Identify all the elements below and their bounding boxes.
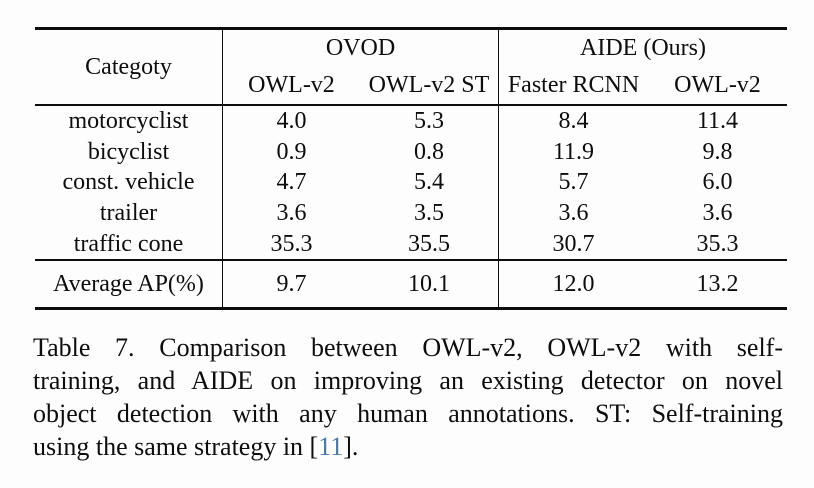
value-cell: 4.7 — [222, 167, 360, 198]
group-header-ovod: OVOD — [222, 30, 498, 66]
value-cell: 0.8 — [414, 138, 444, 165]
table-header: Categoty OVOD AIDE (Ours) OWL-v2 OWL-v2 … — [35, 30, 787, 106]
col-header-owl-v2: OWL-v2 — [222, 66, 360, 104]
value-cell: 12.0 — [498, 260, 648, 307]
col-header-faster-rcnn: Faster RCNN — [498, 66, 648, 104]
value-cell: 10.1 — [408, 270, 450, 297]
value-cell: 8.4 — [498, 106, 648, 137]
value-cell: 0.9 — [222, 136, 360, 168]
value-cell: 3.6 — [222, 197, 360, 229]
results-table: Categoty OVOD AIDE (Ours) OWL-v2 OWL-v2 … — [35, 27, 787, 310]
table-caption: Table 7. Comparison between OWL-v2, OWL-… — [33, 331, 783, 463]
caption-text: Table 7. Comparison between OWL-v2, OWL-… — [33, 333, 783, 362]
value-cell: 6.0 — [702, 169, 733, 196]
caption-text: object detection with any human annotati… — [33, 399, 783, 428]
caption-text: training, and AIDE on improving an exist… — [33, 366, 783, 395]
caption-line: training, and AIDE on improving an exist… — [33, 364, 783, 397]
value-cell: 35.5 — [408, 230, 450, 257]
table-body: motorcyclist 4.0 5.3 8.4 11.4 bicyclist … — [35, 106, 787, 259]
value-cell: 9.7 — [222, 260, 360, 307]
header-category: Categoty — [85, 54, 172, 80]
caption-line: using the same strategy in [11]. — [33, 430, 783, 463]
col-header-owl-v2-aide: OWL-v2 — [674, 72, 761, 98]
category-cell: motorcyclist — [68, 108, 189, 135]
caption-line: object detection with any human annotati… — [33, 397, 783, 430]
value-cell: 3.6 — [702, 200, 733, 227]
value-cell: 5.7 — [498, 167, 648, 198]
summary-row: Average AP(%) 9.7 10.1 12.0 13.2 — [35, 258, 787, 307]
value-cell: 30.7 — [498, 228, 648, 259]
value-cell: 5.3 — [414, 108, 444, 135]
category-cell: bicyclist — [87, 138, 170, 165]
value-cell: 35.3 — [222, 228, 360, 259]
value-cell: 4.0 — [222, 106, 360, 137]
caption-line: Table 7. Comparison between OWL-v2, OWL-… — [33, 331, 783, 364]
value-cell: 5.4 — [414, 169, 444, 196]
value-cell: 11.4 — [696, 108, 739, 135]
col-header-owl-v2-st: OWL-v2 ST — [368, 72, 490, 98]
summary-label: Average AP(%) — [53, 270, 204, 297]
category-cell: trailer — [99, 200, 158, 227]
group-header-aide: AIDE (Ours) — [498, 30, 787, 66]
citation-link[interactable]: 11 — [318, 432, 344, 461]
category-cell: const. vehicle — [62, 169, 195, 196]
caption-text: using the same strategy in [ — [33, 432, 319, 461]
value-cell: 35.3 — [696, 230, 739, 257]
value-cell: 11.9 — [498, 136, 648, 168]
value-cell: 3.6 — [498, 197, 648, 229]
value-cell: 9.8 — [702, 138, 733, 165]
caption-text: ]. — [343, 432, 359, 461]
value-cell: 3.5 — [414, 200, 444, 227]
category-cell: traffic cone — [73, 230, 184, 257]
value-cell: 13.2 — [696, 270, 739, 297]
